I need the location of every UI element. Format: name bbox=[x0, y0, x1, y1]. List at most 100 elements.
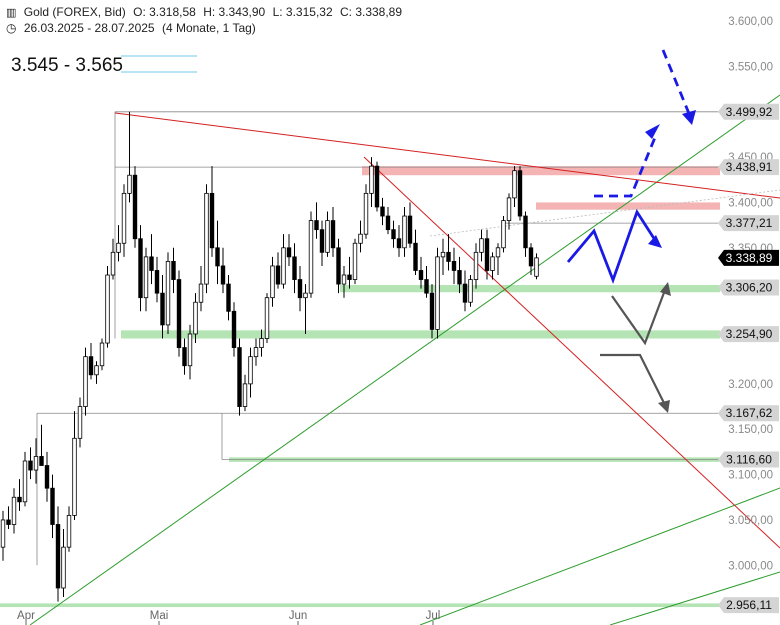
candle-up bbox=[11, 496, 17, 525]
candle-up bbox=[352, 242, 358, 280]
y-tick-label: 3.100,00 bbox=[728, 470, 773, 482]
target-zone-label: 3.545 - 3.565 bbox=[11, 55, 123, 76]
candle-down bbox=[171, 261, 176, 280]
candle-up bbox=[435, 256, 440, 330]
dotted-trendline bbox=[429, 189, 780, 237]
scenario-arrowhead bbox=[682, 110, 696, 125]
candle-down bbox=[517, 170, 523, 217]
candle-up bbox=[473, 251, 479, 280]
candle-up bbox=[66, 515, 72, 548]
candle-up bbox=[198, 283, 204, 303]
price-label-text: 3.306,20 bbox=[726, 281, 773, 295]
symbol-label: Gold (FOREX, Bid) bbox=[23, 5, 126, 19]
candle-up bbox=[281, 247, 286, 285]
current-price-text: 3.338,89 bbox=[726, 251, 773, 265]
scenario-arrowhead bbox=[658, 400, 670, 413]
candle-up bbox=[204, 192, 209, 285]
candle-down bbox=[237, 347, 242, 407]
candle-down bbox=[50, 487, 55, 525]
y-tick-label: 3.000,00 bbox=[728, 560, 773, 572]
candle-up bbox=[358, 233, 363, 244]
candle-down bbox=[220, 265, 226, 285]
candle-up bbox=[341, 274, 347, 285]
candle-down bbox=[88, 356, 94, 376]
y-tick-label: 3.600,00 bbox=[728, 16, 773, 28]
candle-up bbox=[99, 342, 105, 367]
red-trendline bbox=[114, 112, 780, 199]
candle-down bbox=[231, 310, 237, 348]
candle-up bbox=[363, 192, 369, 235]
candle-up bbox=[369, 165, 374, 194]
price-label-text: 3.438,91 bbox=[726, 160, 773, 174]
high-value: H: 3.343,90 bbox=[203, 5, 266, 19]
candle-up bbox=[77, 406, 83, 439]
candle-up bbox=[253, 347, 259, 358]
candle-up bbox=[116, 242, 121, 253]
candle-down bbox=[6, 519, 11, 525]
timeframe-label: (4 Monate, 1 Tag) bbox=[161, 21, 256, 35]
price-label-box bbox=[718, 597, 779, 614]
candle-down bbox=[451, 261, 457, 271]
scenario-gray-path bbox=[600, 353, 666, 406]
candle-up bbox=[121, 192, 127, 244]
candle-up bbox=[33, 456, 39, 471]
price-label-text: 2.956,11 bbox=[726, 598, 772, 612]
price-label-text: 3.377,21 bbox=[726, 216, 773, 230]
price-label-box bbox=[718, 451, 779, 468]
low-value: L: 3.315,32 bbox=[272, 5, 333, 19]
scenario-gray-path bbox=[611, 289, 667, 346]
y-tick-label: 3.550,00 bbox=[728, 61, 773, 73]
candle-up bbox=[468, 279, 473, 303]
candle-down bbox=[297, 279, 303, 299]
candle-down bbox=[286, 247, 292, 258]
candle-up bbox=[193, 301, 198, 335]
candle-down bbox=[132, 174, 138, 240]
candle-down bbox=[484, 238, 490, 271]
candle-down bbox=[314, 220, 319, 231]
candle-down bbox=[424, 279, 429, 294]
candle-down bbox=[347, 274, 352, 280]
green-channel-line bbox=[419, 487, 780, 625]
candle-down bbox=[446, 251, 451, 262]
candle-down bbox=[523, 215, 528, 249]
candle-up bbox=[325, 220, 330, 253]
candle-down bbox=[209, 192, 215, 249]
x-tick-label: Jun bbox=[289, 610, 308, 622]
y-tick-label: 3.200,00 bbox=[728, 379, 773, 391]
scenario-blue-path bbox=[566, 208, 657, 285]
candle-down bbox=[39, 456, 44, 466]
price-label-text: 3.499,92 bbox=[726, 105, 773, 119]
candle-up bbox=[94, 365, 99, 376]
candle-up bbox=[259, 338, 264, 348]
candle-down bbox=[413, 242, 418, 271]
candle-down bbox=[17, 496, 22, 503]
clock-icon: ◷ bbox=[6, 21, 17, 35]
candle-up bbox=[264, 297, 270, 339]
candle-down bbox=[226, 283, 231, 312]
candle-up bbox=[490, 256, 495, 271]
candle-up bbox=[143, 256, 149, 299]
candle-up bbox=[303, 292, 308, 299]
y-tick-label: 3.400,00 bbox=[728, 197, 773, 209]
price-label-box bbox=[718, 326, 779, 343]
candle-down bbox=[396, 238, 402, 249]
bars-icon: ▥ bbox=[6, 7, 17, 19]
price-label-box bbox=[718, 103, 779, 120]
scenario-arrowhead bbox=[645, 124, 660, 139]
candle-up bbox=[495, 247, 501, 258]
price-label-box bbox=[718, 405, 779, 422]
candle-down bbox=[330, 220, 336, 249]
price-label-box bbox=[718, 279, 779, 296]
candle-down bbox=[418, 270, 424, 280]
candle-up bbox=[61, 546, 66, 589]
candle-up bbox=[0, 519, 6, 548]
candle-up bbox=[83, 356, 88, 407]
candle-up bbox=[402, 215, 407, 249]
candle-down bbox=[374, 165, 380, 208]
y-tick-label: 3.050,00 bbox=[728, 515, 773, 527]
candle-up bbox=[110, 251, 116, 276]
close-value: C: 3.338,89 bbox=[339, 5, 403, 19]
candle-down bbox=[28, 460, 33, 471]
zone-band bbox=[340, 284, 720, 293]
candle-down bbox=[457, 270, 462, 285]
